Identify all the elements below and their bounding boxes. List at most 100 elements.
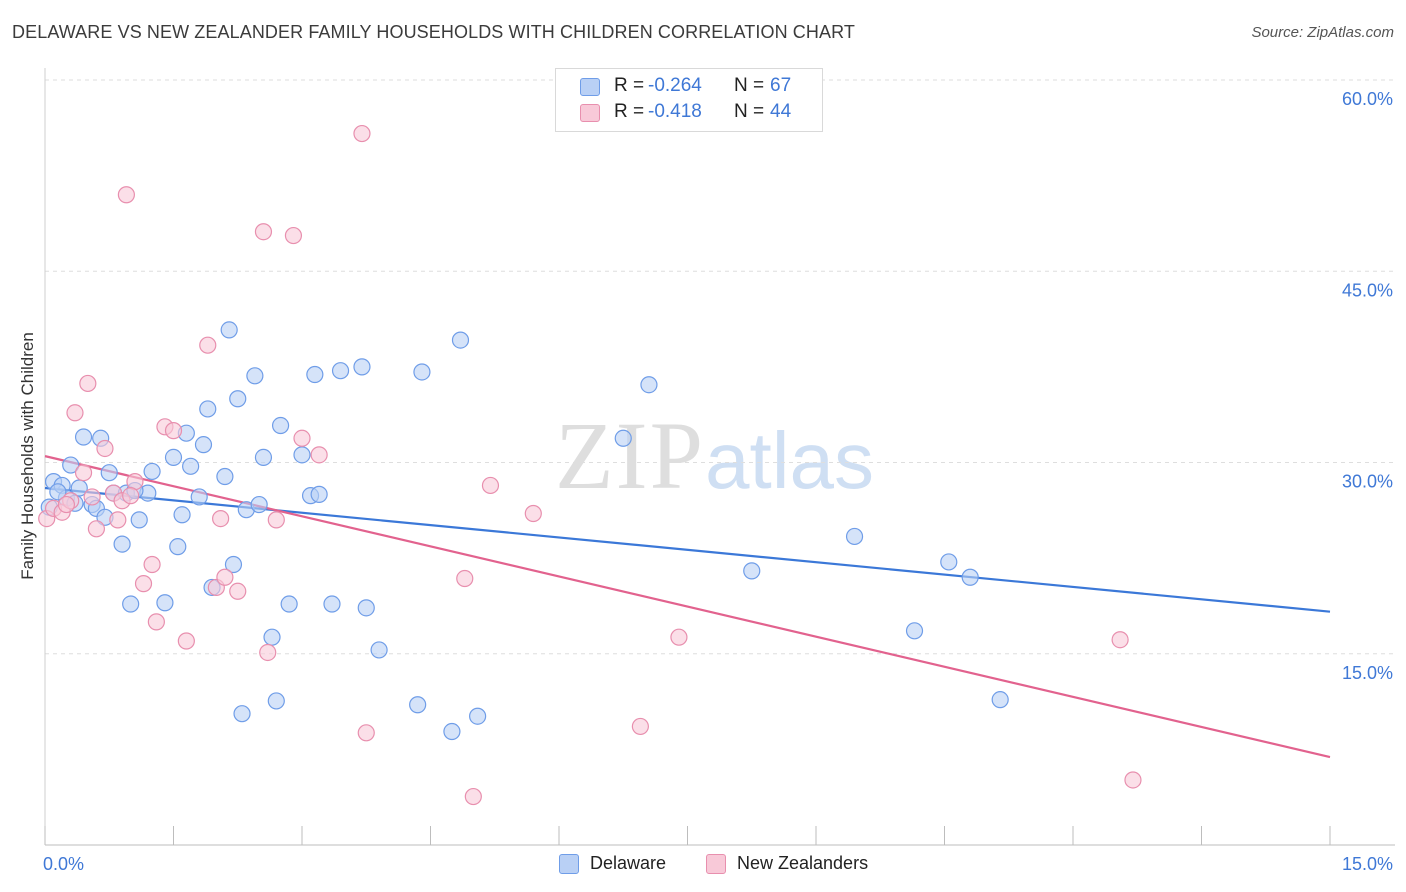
delaware-point xyxy=(190,488,208,506)
delaware-point xyxy=(614,429,632,447)
y-tick-label: 30.0% xyxy=(1342,472,1393,492)
delaware-point xyxy=(199,400,217,418)
y-tick-label: 60.0% xyxy=(1342,89,1393,109)
new-zealander-point xyxy=(212,509,230,528)
new-zealander-point xyxy=(670,628,688,646)
legend-r-value: -0.264 xyxy=(648,75,702,96)
source-credit: Source: ZipAtlas.com xyxy=(1251,24,1394,41)
axes xyxy=(44,68,1395,846)
delaware-point xyxy=(164,448,183,466)
delaware-point xyxy=(62,456,80,474)
delaware-point xyxy=(156,594,174,612)
legend-swatch-new-zealanders xyxy=(580,104,600,122)
delaware-point xyxy=(306,365,324,384)
new-zealander-point xyxy=(87,520,106,538)
new-zealander-point xyxy=(631,717,649,736)
delaware-point xyxy=(246,367,264,385)
new-zealander-point xyxy=(1111,631,1129,649)
new-zealander-point xyxy=(353,124,371,143)
new-zealander-point xyxy=(229,582,247,600)
legend-n-label: N = xyxy=(734,75,765,96)
delaware-point xyxy=(194,436,213,454)
delaware-point xyxy=(229,390,247,408)
new-zealander-point xyxy=(122,487,140,505)
new-zealander-point xyxy=(481,476,500,495)
legend-n-value: 44 xyxy=(770,101,792,122)
new-zealander-point xyxy=(143,555,161,574)
y-tick-label: 45.0% xyxy=(1342,280,1393,300)
new-zealander-point xyxy=(177,632,195,650)
new-zealander-point xyxy=(456,569,474,588)
delaware-point xyxy=(113,535,131,553)
legend-r-label: R = xyxy=(614,75,645,96)
delaware-point xyxy=(49,483,67,501)
delaware-point xyxy=(905,622,924,640)
delaware-point xyxy=(173,506,191,524)
delaware-point xyxy=(143,462,161,481)
delaware-point xyxy=(357,599,375,617)
data-points xyxy=(38,124,1142,806)
delaware-point xyxy=(182,457,200,475)
new-zealander-point xyxy=(134,575,153,593)
watermark-atlas: atlas xyxy=(705,416,874,505)
delaware-point xyxy=(961,568,979,586)
tick-labels: 15.0% 30.0% 45.0% 60.0% 0.0% 15.0% xyxy=(43,89,1393,874)
delaware-point xyxy=(122,595,140,613)
new-zealander-point xyxy=(310,446,328,464)
delaware-point xyxy=(220,321,238,339)
legend-r-value: -0.418 xyxy=(648,101,702,122)
correlation-legend: R = -0.264 N = 67 R = -0.418 N = 44 xyxy=(555,68,823,132)
delaware-point xyxy=(323,595,341,613)
x-tick-label: 15.0% xyxy=(1342,854,1393,874)
delaware-point xyxy=(310,485,328,503)
y-tick-label: 15.0% xyxy=(1342,663,1393,683)
new-zealander-point xyxy=(216,568,234,586)
new-zealander-point xyxy=(96,439,114,458)
new-zealander-point xyxy=(164,422,183,440)
legend-r-label: R = xyxy=(614,101,645,122)
new-zealander-point xyxy=(259,643,277,662)
delaware-point xyxy=(443,722,461,741)
delaware-point xyxy=(991,691,1009,709)
delaware-point xyxy=(640,376,658,394)
x-tick-label: 0.0% xyxy=(43,854,84,874)
delaware-point xyxy=(254,448,273,466)
delaware-point xyxy=(409,696,427,714)
new-zealander-point xyxy=(109,511,127,529)
grid-lines xyxy=(45,79,1395,655)
watermark: ZIPatlas xyxy=(555,400,874,511)
new-zealander-point xyxy=(464,787,482,806)
new-zealander-point xyxy=(117,186,135,204)
legend-swatch-new-zealanders xyxy=(706,854,726,874)
new-zealander-point xyxy=(284,226,303,245)
delaware-point xyxy=(233,705,251,723)
chart-title: DELAWARE VS NEW ZEALANDER FAMILY HOUSEHO… xyxy=(12,22,855,42)
new-zealander-point xyxy=(524,504,542,523)
new-zealander-point xyxy=(74,464,93,482)
delaware-point xyxy=(451,331,470,349)
delaware-point xyxy=(224,555,243,574)
delaware-point xyxy=(280,595,298,613)
delaware-point xyxy=(743,562,761,580)
new-zealander-point xyxy=(147,613,165,631)
legend-n-value: 67 xyxy=(770,75,792,96)
delaware-point xyxy=(74,428,93,446)
delaware-point xyxy=(271,416,290,435)
new-zealander-point xyxy=(83,488,101,506)
delaware-point xyxy=(216,467,234,486)
new-zealander-point xyxy=(57,495,76,514)
new-zealander-point xyxy=(254,223,273,241)
series-legend: Delaware New Zealanders xyxy=(0,853,1406,877)
delaware-point xyxy=(940,553,958,571)
delaware-point xyxy=(353,358,371,376)
new-zealander-point xyxy=(267,511,285,529)
delaware-point xyxy=(263,628,281,646)
delaware-point xyxy=(469,707,487,725)
new-zealander-point xyxy=(79,374,97,393)
delaware-point xyxy=(250,495,268,514)
delaware-point xyxy=(267,692,285,710)
y-axis-label: Family Households with Children xyxy=(18,332,37,580)
legend-swatch-delaware xyxy=(559,854,579,874)
legend-swatch-delaware xyxy=(580,78,600,96)
